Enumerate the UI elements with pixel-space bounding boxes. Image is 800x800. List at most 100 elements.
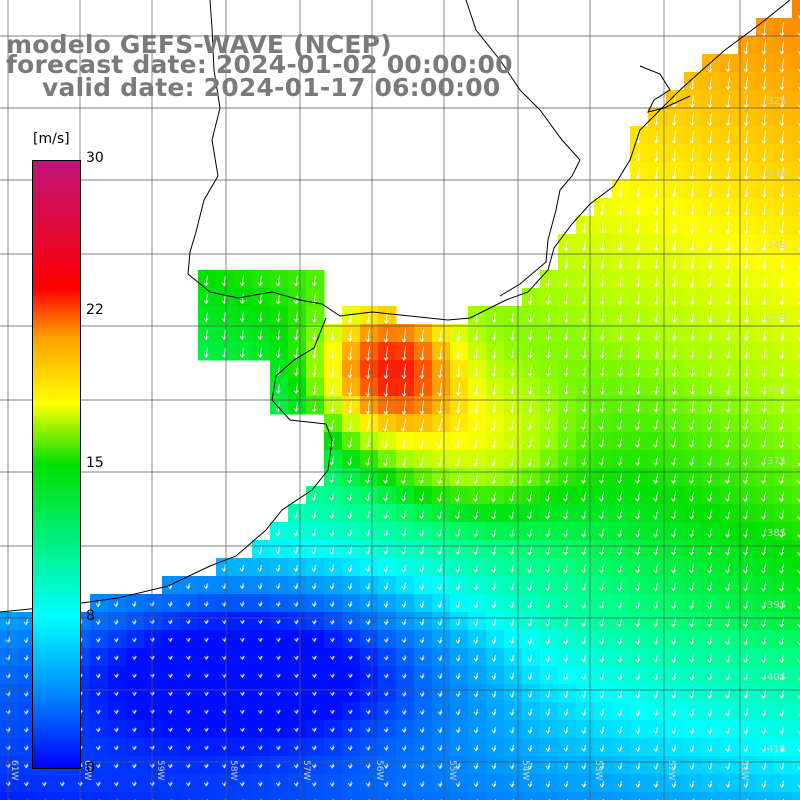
wind-arrow [563, 383, 569, 395]
wind-arrow [132, 655, 137, 661]
wind-arrow [761, 599, 767, 610]
wind-arrow [617, 203, 623, 216]
wind-arrow [707, 618, 713, 628]
wind-arrow [545, 509, 551, 520]
wind-arrow [455, 364, 461, 378]
wind-arrow [563, 600, 569, 610]
wind-arrow [725, 239, 731, 252]
wind-arrow [437, 382, 443, 397]
wind-arrow [311, 564, 317, 573]
wind-arrow [761, 401, 767, 413]
wind-arrow [491, 781, 497, 788]
wind-arrow [797, 158, 800, 163]
wind-arrow [419, 691, 425, 697]
wind-arrow [23, 637, 29, 644]
wind-arrow [168, 745, 173, 751]
wind-arrow [653, 383, 659, 395]
wind-arrow [401, 491, 407, 502]
wind-arrow [365, 582, 371, 590]
wind-arrow [581, 762, 587, 770]
wind-arrow [671, 437, 677, 449]
wind-arrow [617, 708, 623, 717]
wind-arrow [743, 636, 749, 646]
lon-label: 56W [374, 760, 384, 780]
lon-label: 59W [155, 760, 165, 780]
wind-cell [792, 360, 800, 379]
wind-arrow [455, 673, 461, 680]
wind-arrow [797, 265, 800, 270]
wind-arrow [779, 636, 785, 646]
wind-arrow [545, 762, 551, 770]
wind-arrow [527, 672, 533, 681]
wind-arrow [797, 337, 800, 342]
wind-arrow [437, 346, 443, 361]
wind-arrow [563, 401, 569, 413]
wind-cell [792, 126, 800, 145]
wind-arrow [437, 673, 443, 680]
wind-arrow [743, 347, 749, 360]
wind-arrow [599, 708, 605, 717]
wind-arrow [293, 311, 299, 323]
wind-arrow [365, 619, 371, 626]
colorbar-tick-30: 30 [86, 150, 104, 166]
wind-arrow [761, 419, 767, 431]
wind-arrow [689, 365, 695, 377]
wind-arrow [671, 509, 677, 520]
wind-arrow [455, 564, 461, 573]
wind-arrow [743, 202, 749, 216]
wind-cell [792, 666, 800, 685]
wind-arrow [653, 401, 659, 413]
wind-arrow [239, 781, 245, 787]
wind-arrow [294, 709, 299, 715]
wind-arrow [779, 545, 785, 557]
wind-arrow [563, 311, 569, 323]
wind-arrow [509, 311, 515, 323]
wind-arrow [545, 491, 551, 503]
wind-arrow [635, 148, 641, 162]
wind-arrow [689, 130, 695, 145]
lon-label: 54W [520, 760, 530, 780]
wind-arrow [725, 329, 731, 342]
wind-arrow [635, 762, 641, 770]
wind-arrow [581, 275, 587, 288]
wind-arrow [436, 418, 443, 432]
wind-arrow [779, 762, 785, 771]
wind-arrow [527, 347, 533, 359]
wind-arrow [689, 509, 695, 520]
wind-arrow [437, 509, 443, 520]
wind-arrow [797, 355, 800, 360]
wind-arrow [347, 510, 353, 520]
wind-arrow [347, 492, 353, 502]
wind-arrow [221, 564, 227, 572]
wind-arrow [419, 364, 425, 380]
wind-arrow [383, 727, 389, 733]
wind-arrow [689, 221, 695, 234]
wind-arrow [545, 455, 551, 467]
wind-arrow [761, 130, 767, 145]
wind-arrow [689, 618, 695, 628]
wind-arrow [454, 473, 461, 485]
wind-arrow [725, 148, 731, 163]
wind-arrow [419, 582, 425, 591]
wind-arrow [725, 401, 731, 413]
coastline-estuary [465, 0, 581, 297]
wind-arrow [203, 275, 209, 287]
wind-arrow [491, 329, 497, 341]
wind-arrow [436, 437, 443, 450]
wind-arrow [743, 726, 749, 735]
wind-arrow [383, 781, 389, 788]
wind-arrow [239, 564, 245, 572]
wind-cell [792, 504, 800, 523]
wind-cell [792, 558, 800, 577]
wind-arrow [150, 637, 155, 643]
wind-arrow [150, 727, 155, 733]
wind-arrow [653, 672, 659, 681]
wind-arrow [707, 329, 713, 342]
wind-arrow [653, 239, 659, 252]
wind-arrow [761, 293, 767, 306]
wind-arrow [635, 437, 641, 449]
wind-arrow [113, 781, 119, 787]
wind-arrow [635, 329, 641, 342]
wind-arrow [509, 726, 515, 734]
wind-cell [792, 72, 800, 91]
